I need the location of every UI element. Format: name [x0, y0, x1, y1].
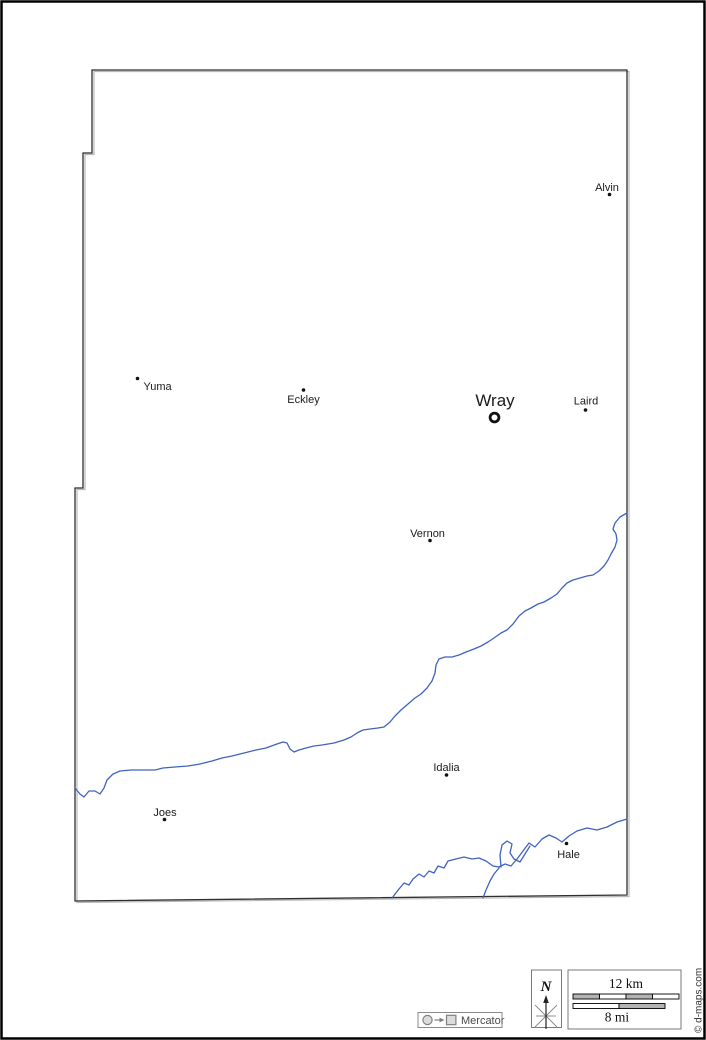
north-arrow-head: [543, 995, 549, 1003]
town-dot: [607, 192, 612, 197]
town-dot: [583, 408, 588, 412]
county-seat-marker: [488, 411, 501, 424]
scale-box: 12 km 8 mi: [567, 969, 682, 1030]
town-alvin: Alvin: [595, 182, 619, 197]
map-square-icon: [445, 1014, 457, 1026]
river-north-fork: [74, 512, 628, 798]
towns-layer: Alvin Yuma Eckley Wray Laird Vernon Idalia Joes…: [135, 182, 619, 861]
town-yuma: Yuma: [135, 376, 173, 393]
projection-label: Mercator: [461, 1015, 505, 1027]
town-dot: [428, 538, 432, 543]
town-joes: Joes: [153, 807, 177, 822]
county-outline: [74, 69, 628, 902]
town-label: Joes: [153, 807, 177, 819]
compass-box: N: [531, 969, 562, 1029]
town-laird: Laird: [574, 396, 598, 412]
town-dot: [162, 817, 167, 822]
town-label: Idalia: [433, 762, 460, 774]
town-vernon: Vernon: [410, 528, 445, 543]
town-dot: [564, 841, 569, 846]
scale-km-label: 12 km: [609, 976, 644, 991]
town-label: Eckley: [287, 394, 320, 406]
projection-legend: Mercator: [417, 1012, 505, 1028]
town-idalia: Idalia: [433, 762, 461, 777]
scale-frame: [567, 969, 682, 1030]
river-south-branch: [482, 867, 500, 899]
town-label: Wray: [475, 391, 515, 410]
town-dot: [444, 773, 449, 777]
town-wray: Wray: [475, 391, 515, 424]
compass-star-icon: [534, 995, 558, 1029]
town-label: Vernon: [410, 528, 445, 540]
river-south-fork: [391, 818, 628, 899]
scale-bar-segment: [652, 993, 680, 1000]
county-outline-shadow: [76, 70, 630, 904]
scale-bar-segment: [625, 993, 653, 1000]
town-label: Laird: [574, 396, 598, 408]
town-label: Alvin: [595, 182, 619, 194]
town-hale: Hale: [557, 841, 580, 861]
town-dot: [135, 376, 140, 381]
north-label: N: [540, 979, 553, 995]
globe-circle-icon: [422, 1014, 433, 1026]
scale-bar-segment: [572, 1003, 620, 1009]
arrow-head-icon: [439, 1017, 445, 1023]
scale-bar-segment: [618, 1003, 666, 1009]
copyright-label: © d-maps.com: [694, 968, 705, 1033]
town-label: Hale: [557, 849, 580, 861]
town-eckley: Eckley: [287, 388, 320, 406]
scale-bar-segment: [599, 993, 627, 1000]
town-label: Yuma: [144, 381, 173, 393]
scale-mi-label: 8 mi: [605, 1010, 630, 1025]
legend-frame: [417, 1012, 503, 1028]
town-dot: [301, 388, 306, 392]
river-island-loop: [499, 840, 531, 868]
scale-bars-layer: [572, 993, 680, 1009]
scale-bar-segment: [572, 993, 600, 1000]
